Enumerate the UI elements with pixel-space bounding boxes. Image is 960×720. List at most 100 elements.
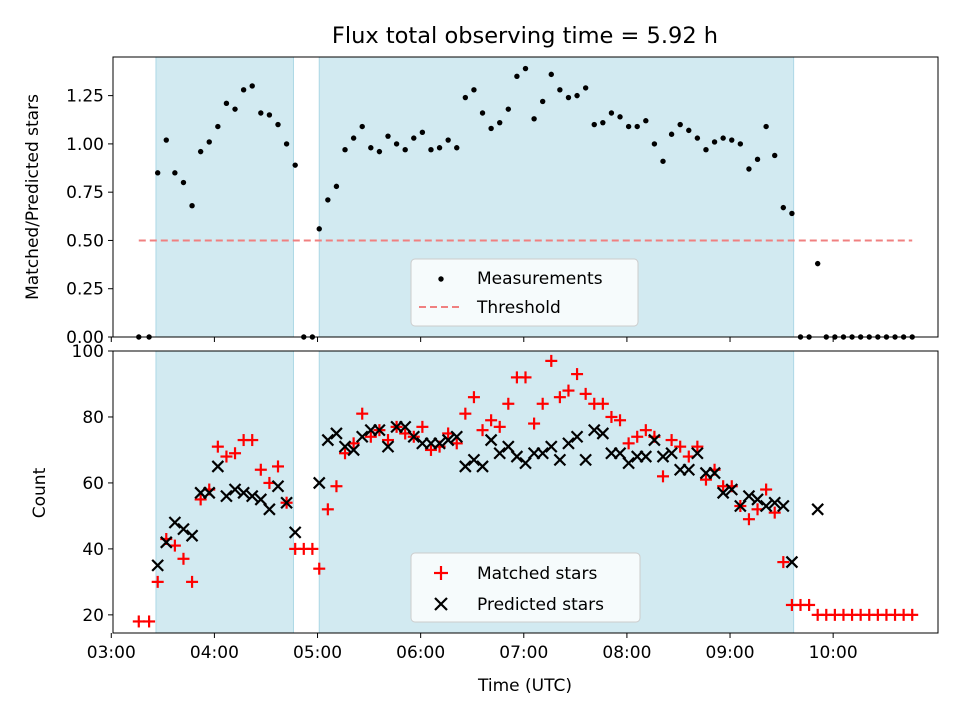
measurement-point xyxy=(385,133,391,139)
matched-star-point xyxy=(768,506,781,519)
measurement-point xyxy=(703,146,709,153)
predicted-star-point xyxy=(263,503,276,516)
matched-star-point xyxy=(528,417,541,430)
predicted-star-point xyxy=(562,437,575,450)
marker-stroke xyxy=(665,446,678,460)
measurement-point xyxy=(232,106,238,112)
measurement-point xyxy=(436,145,443,151)
chart-title: Flux total observing time = 5.92 h xyxy=(332,23,718,49)
bottom-ytick-label: 20 xyxy=(82,606,104,626)
predicted-star-point xyxy=(536,446,549,460)
predicted-star-point xyxy=(280,496,293,509)
top-x-ticks xyxy=(110,337,834,342)
measurement-point xyxy=(454,145,460,151)
measurement-point xyxy=(393,141,400,147)
xtick-label: 05:00 xyxy=(293,643,342,663)
marker-stroke xyxy=(502,440,515,453)
predicted-star-point xyxy=(622,456,635,470)
top-ytick-label: 0.50 xyxy=(66,231,104,251)
predicted-star-point xyxy=(708,466,721,480)
matched-star-point xyxy=(151,575,164,588)
marker-stroke xyxy=(280,496,293,509)
predicted-star-point xyxy=(751,493,764,506)
measurement-point xyxy=(223,100,230,107)
predicted-star-point xyxy=(553,453,567,467)
predicted-star-point xyxy=(151,559,164,572)
marker-stroke xyxy=(656,450,670,463)
marker-stroke xyxy=(622,456,635,470)
measurement-point xyxy=(172,170,178,176)
bottom-ytick-label: 100 xyxy=(72,342,104,362)
legend-measurements-label: Measurements xyxy=(477,269,603,289)
predicted-star-point xyxy=(160,536,173,549)
matched-star-point xyxy=(614,414,627,427)
bottom-y-axis-label: Count xyxy=(30,467,50,518)
matched-star-point xyxy=(906,608,919,621)
matched-star-point xyxy=(571,368,584,381)
measurement-point xyxy=(376,148,383,155)
xtick-label: 03:00 xyxy=(87,643,136,663)
predicted-star-point xyxy=(381,440,395,453)
marker-stroke xyxy=(237,486,250,500)
marker-stroke xyxy=(160,536,173,549)
top-panel: 0.00 0.25 0.50 0.75 1.00 1.25 Matched/Predict… xyxy=(23,56,939,348)
legend-matched-label: Matched stars xyxy=(477,564,597,584)
matched-star-point xyxy=(220,450,233,463)
matched-star-point xyxy=(272,460,284,473)
predicted-star-point xyxy=(648,433,661,447)
measurement-point xyxy=(660,158,666,164)
measurement-point xyxy=(634,123,640,130)
counts-layer xyxy=(132,354,919,628)
measurement-point xyxy=(548,71,554,78)
matched-star-point xyxy=(229,447,242,460)
measurement-point xyxy=(763,123,769,130)
matched-star-point xyxy=(459,407,472,420)
predicted-star-point xyxy=(579,453,592,467)
measurement-point xyxy=(275,121,281,128)
xtick-label: 04:00 xyxy=(190,643,239,663)
measurement-point xyxy=(754,156,761,163)
measurement-point xyxy=(694,135,701,141)
observing-interval xyxy=(155,56,294,338)
predicted-star-point xyxy=(691,446,704,460)
measurement-point xyxy=(780,204,787,211)
predicted-star-point xyxy=(811,503,824,516)
matched-star-point xyxy=(562,384,575,397)
marker-stroke xyxy=(587,423,601,437)
measurement-point xyxy=(591,121,597,128)
measurement-point xyxy=(368,145,374,151)
marker-stroke xyxy=(725,483,739,496)
marker-stroke xyxy=(476,460,489,473)
predicted-star-point xyxy=(288,526,302,539)
top-legend-box xyxy=(410,258,639,327)
matched-star-point xyxy=(622,437,635,450)
marker-stroke xyxy=(768,496,781,509)
predicted-star-point xyxy=(467,453,481,467)
marker-stroke xyxy=(373,423,386,437)
measurement-point xyxy=(617,114,623,120)
matched-star-point xyxy=(177,552,190,565)
bottom-legend: Matched stars Predicted stars xyxy=(410,552,641,623)
matched-star-point xyxy=(596,397,609,410)
xtick-label: 10:00 xyxy=(809,643,858,663)
predicted-star-point xyxy=(407,430,421,444)
measurement-point xyxy=(333,183,340,190)
marker-stroke xyxy=(168,516,182,529)
marker-stroke xyxy=(570,430,584,444)
legend-predicted-marker xyxy=(434,597,448,611)
marker-stroke xyxy=(545,440,558,453)
top-y-axis-label: Matched/Predicted stars xyxy=(23,94,43,300)
bottom-ytick-label: 60 xyxy=(82,474,104,494)
measurement-point xyxy=(505,106,512,112)
measurement-point xyxy=(772,152,778,159)
matched-star-point xyxy=(313,562,326,575)
matched-star-point xyxy=(691,440,704,453)
measurement-point xyxy=(266,112,273,118)
matched-star-point xyxy=(605,410,618,423)
predicted-star-point xyxy=(493,446,506,460)
matched-star-point xyxy=(519,371,532,384)
measurement-point xyxy=(189,202,195,209)
marker-stroke xyxy=(338,440,352,453)
predicted-star-point xyxy=(321,433,335,447)
matched-star-point xyxy=(639,424,652,437)
